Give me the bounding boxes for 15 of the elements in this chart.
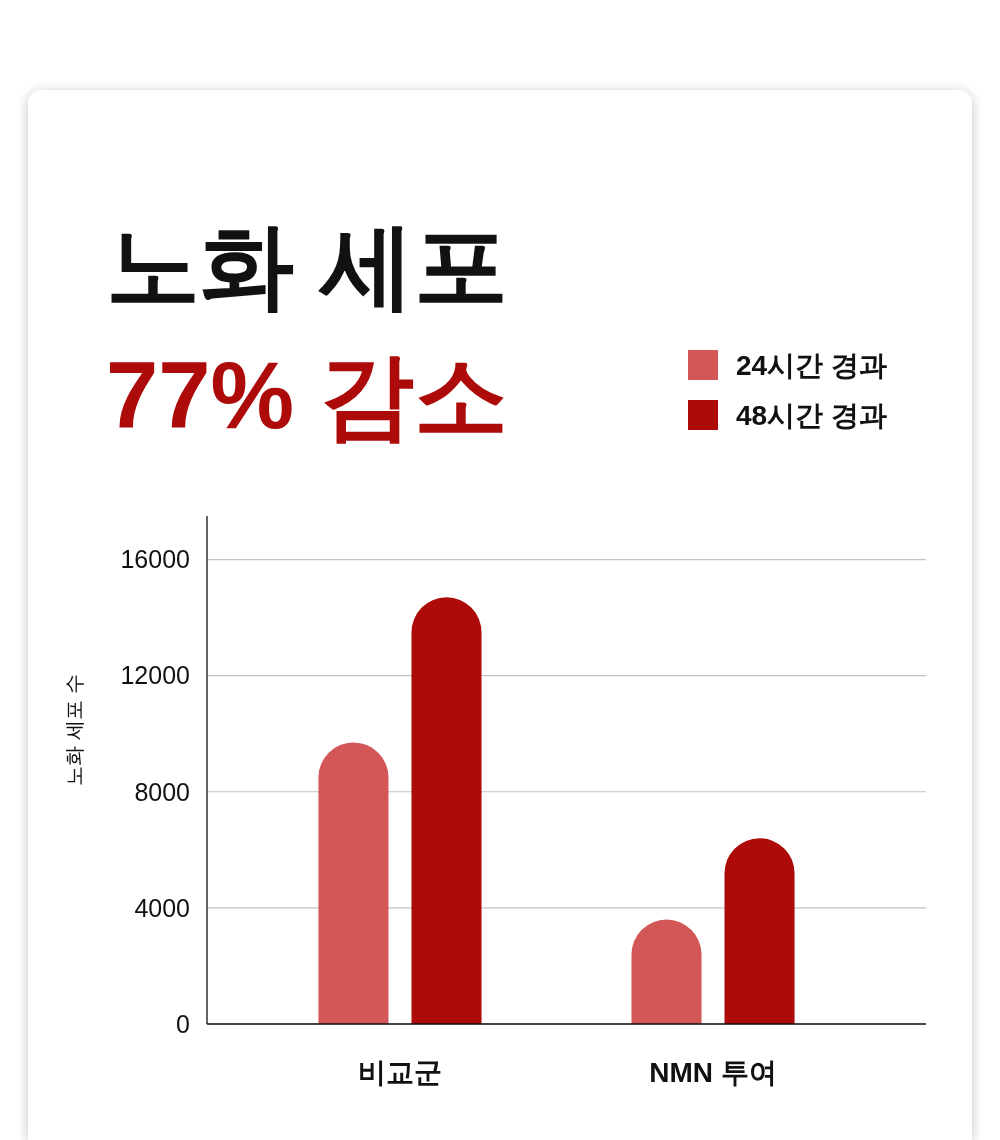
y-tick-label: 8000 (134, 777, 190, 806)
y-axis-title: 노화 세포 수 (63, 674, 85, 786)
chart-subtitle: 77% 감소 (106, 343, 509, 448)
y-tick-label: 4000 (134, 893, 190, 922)
y-tick-label: 12000 (120, 661, 190, 690)
legend-label: 48시간 경과 (736, 399, 887, 431)
y-tick-label: 16000 (120, 545, 190, 574)
x-tick-label: 비교군 (357, 1056, 442, 1088)
bar (318, 742, 389, 1024)
chart-title: 노화 세포 (106, 213, 509, 318)
bar (411, 597, 482, 1024)
legend-label: 24시간 경과 (736, 349, 887, 381)
y-tick-label: 0 (176, 1009, 190, 1038)
x-tick-label: NMN 투여 (649, 1056, 777, 1088)
bar (724, 838, 795, 1024)
